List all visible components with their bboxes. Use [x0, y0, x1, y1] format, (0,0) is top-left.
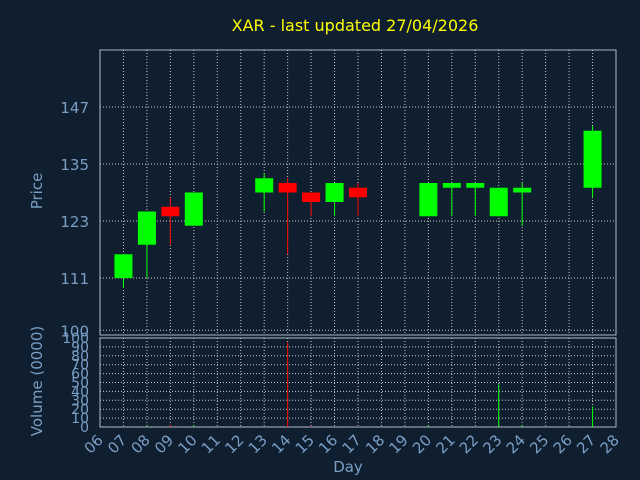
candle-body: [419, 183, 438, 217]
price-panel: 100 111 123 135 147: [60, 49, 617, 340]
x-tick-label: 28: [597, 431, 623, 457]
volume-axis-title: Volume (0000): [28, 326, 46, 436]
volume-tick-label: 90: [71, 340, 89, 356]
volume-tick-label: 50: [71, 376, 89, 392]
candle-body: [114, 254, 133, 278]
x-tick-label: 21: [432, 431, 458, 457]
price-tick-label: 147: [60, 99, 89, 117]
x-tick-label: 08: [128, 431, 154, 457]
x-tick-label: 09: [151, 431, 177, 457]
x-tick-label: 17: [339, 431, 365, 457]
volume-tick-label: 70: [71, 358, 89, 374]
volume-tick-label: 30: [71, 393, 89, 409]
x-tick-label: 16: [315, 431, 341, 457]
x-tick-label: 26: [550, 431, 576, 457]
x-tick-label: 22: [456, 431, 482, 457]
price-tick-label: 100: [60, 322, 89, 340]
candle-body: [489, 187, 508, 217]
candle-body: [161, 206, 180, 217]
x-tick-label: 13: [245, 431, 271, 457]
x-tick-label: 19: [386, 431, 412, 457]
x-tick-label: 25: [526, 431, 552, 457]
price-tick-label: 111: [60, 270, 89, 288]
candle-body: [325, 183, 344, 202]
candle-body: [137, 211, 156, 245]
volume-tick-label: 100: [62, 331, 89, 347]
x-tick-label: 07: [104, 431, 130, 457]
x-tick-label: 14: [268, 431, 294, 457]
candle-body: [349, 187, 367, 198]
candle-body: [442, 183, 461, 188]
x-tick-label: 11: [198, 431, 224, 457]
volume-tick-label: 0: [80, 420, 89, 436]
candle-body: [583, 130, 602, 188]
price-tick-label: 135: [60, 156, 89, 174]
candle-body: [466, 183, 485, 188]
x-tick-label: 12: [221, 431, 247, 457]
candle-body: [278, 183, 297, 193]
candle-body: [302, 192, 321, 202]
volume-tick-label: 80: [71, 349, 89, 365]
candle-body: [255, 178, 274, 193]
candle-body: [513, 187, 532, 193]
x-tick-label: 10: [174, 431, 200, 457]
x-axis: 0607080910111213141516171819202122232425…: [81, 431, 623, 457]
volume-tick-label: 20: [71, 402, 89, 418]
x-tick-label: 27: [573, 431, 599, 457]
candle-body: [184, 192, 203, 226]
price-tick-label: 123: [60, 213, 89, 231]
x-tick-label: 24: [503, 431, 529, 457]
x-tick-label: 18: [362, 431, 388, 457]
x-axis-title: Day: [333, 458, 363, 476]
x-tick-label: 23: [479, 431, 505, 457]
price-axis-title: Price: [28, 173, 46, 210]
chart-title: XAR - last updated 27/04/2026: [232, 16, 479, 35]
volume-tick-label: 40: [71, 384, 89, 400]
volume-tick-label: 60: [71, 367, 89, 383]
volume-tick-label: 10: [71, 411, 89, 427]
x-tick-label: 20: [409, 431, 435, 457]
x-tick-label: 15: [292, 431, 318, 457]
